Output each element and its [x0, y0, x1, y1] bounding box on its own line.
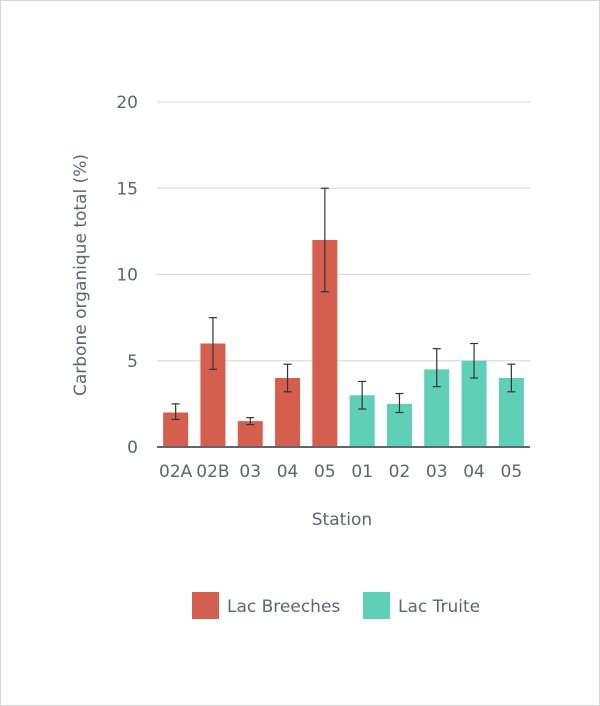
x-tick-labels: 02A 02B 03 04 05 01 02 03 04 05 — [159, 462, 522, 482]
x-tick-label-lac-truite-05: 05 — [501, 462, 523, 482]
error-bar-lac-truite-02 — [395, 392, 404, 414]
error-bar-lac-breeches-03 — [246, 417, 255, 426]
error-bar-lac-truite-04 — [470, 342, 479, 379]
legend-swatch-lac-truite — [363, 592, 390, 619]
y-tick-label-0: 0 — [127, 438, 138, 458]
error-bar-lac-breeches-02a — [171, 403, 180, 420]
legend-label-lac-breeches: Lac Breeches — [227, 597, 340, 617]
legend-swatch-lac-breeches — [192, 592, 219, 619]
x-tick-label-lac-breeches-05: 05 — [314, 462, 336, 482]
y-tick-label-10: 10 — [116, 266, 138, 286]
error-bar-lac-truite-05 — [507, 363, 516, 393]
x-axis-title: Station — [312, 510, 372, 530]
y-axis-title: Carbone organique total (%) — [71, 154, 91, 396]
error-bar-lac-breeches-05 — [320, 187, 329, 293]
error-bar-lac-breeches-04 — [283, 363, 292, 393]
x-tick-label-lac-breeches-02a: 02A — [159, 462, 193, 482]
error-bar-lac-truite-03 — [432, 348, 441, 388]
legend-item-lac-truite[interactable]: Lac Truite — [363, 592, 480, 619]
x-tick-label-lac-truite-03: 03 — [426, 462, 448, 482]
x-tick-label-lac-breeches-03: 03 — [239, 462, 261, 482]
y-tick-label-15: 15 — [116, 179, 138, 199]
x-tick-label-lac-truite-02: 02 — [389, 462, 411, 482]
x-tick-label-lac-breeches-04: 04 — [277, 462, 299, 482]
y-tick-label-20: 20 — [116, 93, 138, 113]
error-bar-lac-breeches-02b — [208, 317, 217, 370]
legend: Lac Breeches Lac Truite — [192, 592, 480, 619]
bar-lac-breeches-03[interactable] — [237, 421, 263, 447]
error-bars — [171, 187, 516, 426]
y-tick-labels: 0 5 10 15 20 — [116, 93, 138, 458]
legend-label-lac-truite: Lac Truite — [398, 597, 480, 617]
x-tick-label-lac-truite-04: 04 — [463, 462, 485, 482]
bars — [163, 240, 524, 447]
error-bar-lac-truite-01 — [358, 380, 367, 410]
legend-item-lac-breeches[interactable]: Lac Breeches — [192, 592, 340, 619]
x-tick-label-lac-breeches-02b: 02B — [196, 462, 229, 482]
y-tick-label-5: 5 — [127, 352, 138, 372]
x-tick-label-lac-truite-01: 01 — [351, 462, 373, 482]
